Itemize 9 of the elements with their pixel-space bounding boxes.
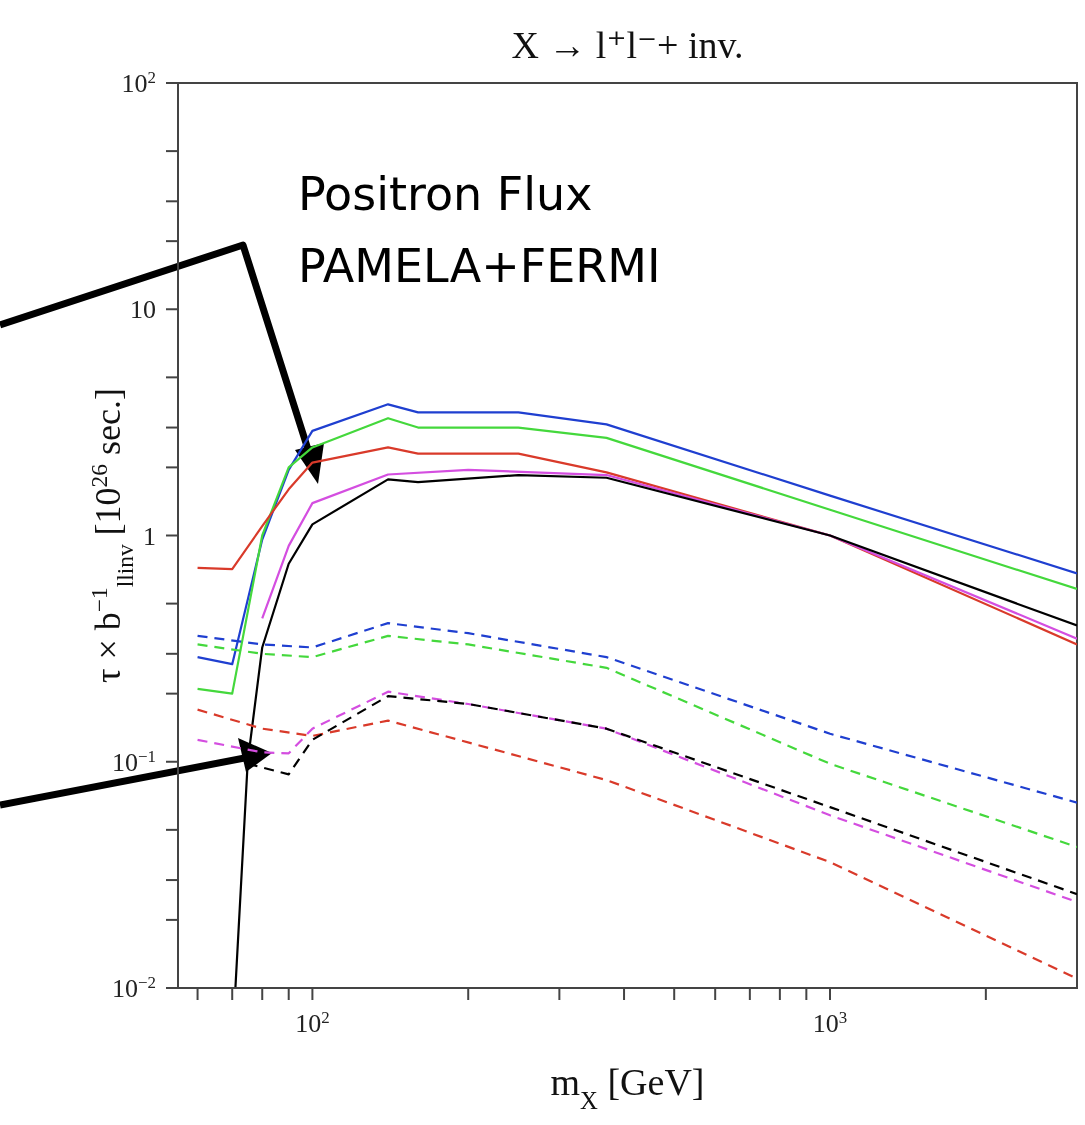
- y-tick-label: 1: [143, 521, 156, 551]
- y-tick-label: 10$^{−1}$: [112, 746, 156, 777]
- chart-title: X → l⁺l⁻+ inv.: [511, 24, 744, 66]
- y-tick-label: 10: [130, 295, 156, 325]
- annotation: Positron Flux PAMELA+FERMI: [298, 167, 661, 293]
- x-tick-label: 10$^{3}$: [812, 1007, 848, 1038]
- y-tick-label: 10$^{−2}$: [112, 972, 156, 1004]
- y-tick-label: 10$^{2}$: [121, 67, 156, 99]
- x-axis-title: m$_{X}$ [GeV]: [550, 1061, 705, 1114]
